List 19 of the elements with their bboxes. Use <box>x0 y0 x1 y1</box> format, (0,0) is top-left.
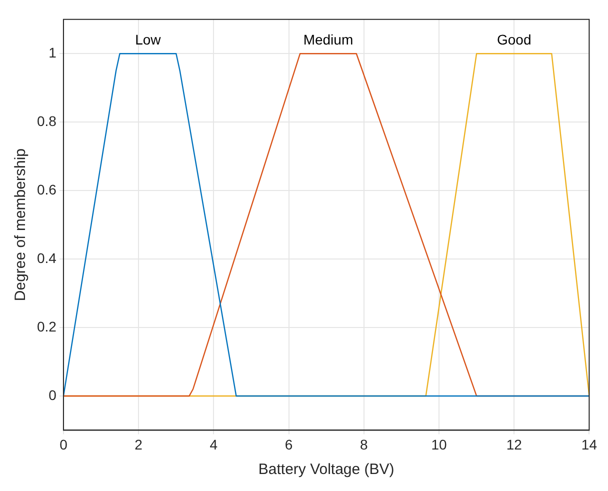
x-tick-label: 8 <box>360 436 368 452</box>
y-tick-label: 0.4 <box>36 250 57 266</box>
series-label: Good <box>496 31 532 48</box>
x-tick-label: 14 <box>581 436 598 452</box>
x-tick-label: 12 <box>506 436 522 452</box>
y-tick-label: 0.6 <box>36 181 57 198</box>
x-tick-label: 6 <box>284 436 293 452</box>
y-axis-title: Degree of membership <box>12 148 30 302</box>
x-tick-label: 0 <box>60 436 68 452</box>
x-tick-label: 2 <box>134 436 143 452</box>
x-tick-label: 10 <box>431 436 447 452</box>
y-tick-label: 0.8 <box>36 112 57 129</box>
series-label: Medium <box>303 31 354 48</box>
y-tick-label: 0.2 <box>36 318 57 334</box>
x-tick-label: 4 <box>210 436 218 452</box>
y-tick-label: 1 <box>48 44 57 60</box>
y-tick-label: 0 <box>48 386 57 403</box>
series-label: Low <box>135 31 162 48</box>
x-axis-title: Battery Voltage (BV) <box>258 461 394 478</box>
